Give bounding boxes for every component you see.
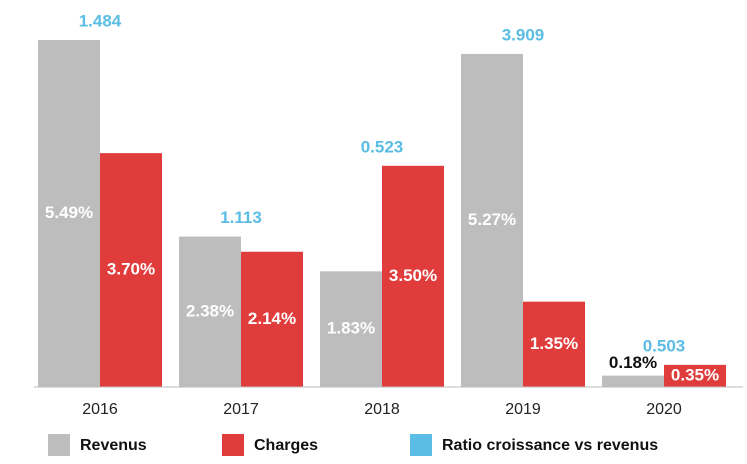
bar [461,53,523,388]
value-label: 1.35% [530,334,578,353]
value-label: 2.38% [186,301,234,320]
value-label: 5.27% [468,210,516,229]
bar [602,375,664,387]
value-label: 1.83% [327,319,375,338]
value-label: 0.35% [671,365,719,384]
legend-label: Ratio croissance vs revenus [442,437,658,454]
x-tick-label: 2019 [505,401,541,418]
ratio-label: 1.113 [220,208,262,227]
bar [179,236,241,387]
value-label: 5.49% [45,203,93,222]
bar [523,301,585,387]
ratio-label: 1.484 [79,11,122,30]
bar [382,165,444,387]
bar [320,271,382,387]
legend-swatch [222,434,244,456]
legend-swatch [410,434,432,456]
bar [241,251,303,387]
legend-label: Revenus [80,437,147,454]
legend-swatch [48,434,70,456]
ratio-label: 3.909 [502,25,545,44]
ratio-label: 0.523 [361,137,404,156]
x-tick-label: 2016 [82,401,118,418]
x-tick-label: 2020 [646,401,682,418]
x-tick-label: 2018 [364,401,400,418]
bar [664,364,726,387]
value-label: 0.18% [609,353,657,372]
value-label: 3.50% [389,266,437,285]
bar [38,40,100,387]
legend-label: Charges [254,437,318,454]
bar [100,153,162,387]
value-label: 3.70% [107,260,155,279]
value-label: 2.14% [248,309,296,328]
x-tick-label: 2017 [223,401,259,418]
ratio-label: 0.503 [643,336,686,355]
